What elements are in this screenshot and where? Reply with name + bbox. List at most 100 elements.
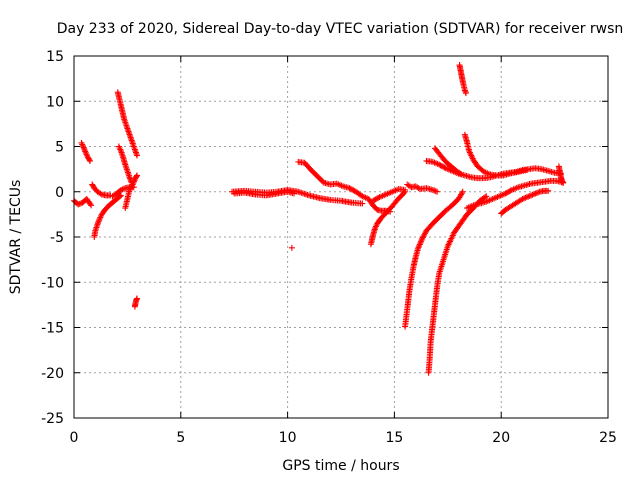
data-point [503, 189, 510, 196]
series-arc-25 [555, 163, 567, 186]
y-tick-label: 5 [55, 140, 64, 156]
data-point [371, 197, 378, 204]
data-point [416, 242, 423, 249]
data-point [117, 192, 124, 199]
data-point [522, 194, 529, 201]
data-point [525, 193, 532, 200]
data-point [134, 152, 141, 159]
data-point [456, 169, 463, 176]
x-tick-label: 15 [385, 430, 403, 446]
data-point [436, 161, 443, 168]
data-point [117, 186, 124, 193]
data-point [86, 156, 93, 163]
data-point [417, 240, 424, 247]
data-point [402, 186, 409, 193]
y-tick-label: -25 [41, 411, 64, 427]
y-tick-label: -10 [41, 275, 64, 291]
x-tick-label: 20 [492, 430, 510, 446]
data-point [419, 235, 426, 242]
series-arc-15 [370, 186, 409, 204]
data-point [520, 195, 527, 202]
series-arc-17 [402, 188, 466, 330]
data-point [432, 188, 439, 195]
data-point [349, 186, 356, 193]
chart-title: Day 233 of 2020, Sidereal Day-to-day VTE… [57, 21, 624, 37]
y-tick-label: -20 [41, 366, 64, 382]
x-axis-label: GPS time / hours [282, 458, 399, 474]
y-axis-label: SDTVAR / TECUs [8, 180, 24, 295]
series-arc-09 [131, 295, 141, 310]
series-arc-16 [404, 181, 441, 195]
data-point [370, 197, 377, 204]
series-arc-04 [91, 192, 124, 240]
data-point [535, 189, 542, 196]
data-point [119, 186, 126, 193]
data-point [434, 188, 441, 195]
data-point [417, 238, 424, 245]
data-points [71, 62, 567, 376]
series-arc-13 [295, 158, 394, 215]
data-point [530, 191, 537, 198]
data-point [76, 200, 83, 207]
data-point [291, 190, 298, 197]
data-point [506, 188, 513, 195]
series-arc-03 [89, 181, 114, 199]
data-point [523, 194, 530, 201]
data-point [288, 244, 295, 251]
data-point [416, 241, 423, 248]
data-point [130, 180, 137, 187]
data-point [419, 234, 426, 241]
data-point [359, 200, 366, 207]
series-arc-22 [461, 131, 530, 179]
data-point [529, 191, 536, 198]
x-tick-label: 25 [599, 430, 617, 446]
data-point [116, 193, 123, 200]
data-point [462, 90, 469, 97]
data-point [346, 185, 353, 192]
data-point [440, 163, 447, 170]
x-tick-label: 10 [279, 430, 297, 446]
data-point [545, 187, 552, 194]
data-point [438, 163, 445, 170]
data-point [87, 201, 94, 208]
data-point [373, 195, 380, 202]
data-point [437, 162, 444, 169]
y-tick-label: 15 [46, 49, 64, 65]
data-point [459, 188, 466, 195]
data-point [134, 295, 141, 302]
y-tick-label: 10 [46, 94, 64, 110]
x-tick-labels: 0 5 10 15 20 25 [70, 430, 617, 446]
data-point [347, 185, 354, 192]
data-point [372, 196, 379, 203]
data-point [528, 192, 535, 199]
data-point [131, 177, 138, 184]
series-arc-02 [78, 139, 94, 164]
data-point [457, 170, 464, 177]
series-arc-12 [231, 188, 298, 199]
series-arc-21 [456, 62, 469, 97]
data-point [131, 178, 138, 185]
data-point [507, 187, 514, 194]
data-point [533, 189, 540, 196]
series-arc-06 [114, 89, 141, 159]
y-tick-label: 0 [55, 185, 64, 201]
data-point [87, 157, 94, 164]
grid-lines [74, 56, 608, 418]
series-arc-01 [71, 195, 95, 209]
data-point [505, 189, 512, 196]
data-point [134, 172, 141, 179]
series-arc-23 [464, 177, 567, 212]
y-tick-labels: -25 -20 -15 -10 -5 0 5 10 15 [41, 49, 64, 427]
data-point [129, 181, 136, 188]
series-arc-08 [122, 172, 141, 212]
data-point [560, 179, 567, 186]
series-arc-24 [498, 187, 552, 217]
series-arc-11 [229, 186, 366, 207]
data-point [458, 190, 465, 197]
data-point [418, 237, 425, 244]
data-point [441, 164, 448, 171]
y-tick-label: -5 [50, 230, 64, 246]
x-tick-label: 0 [70, 430, 79, 446]
data-point [375, 194, 382, 201]
